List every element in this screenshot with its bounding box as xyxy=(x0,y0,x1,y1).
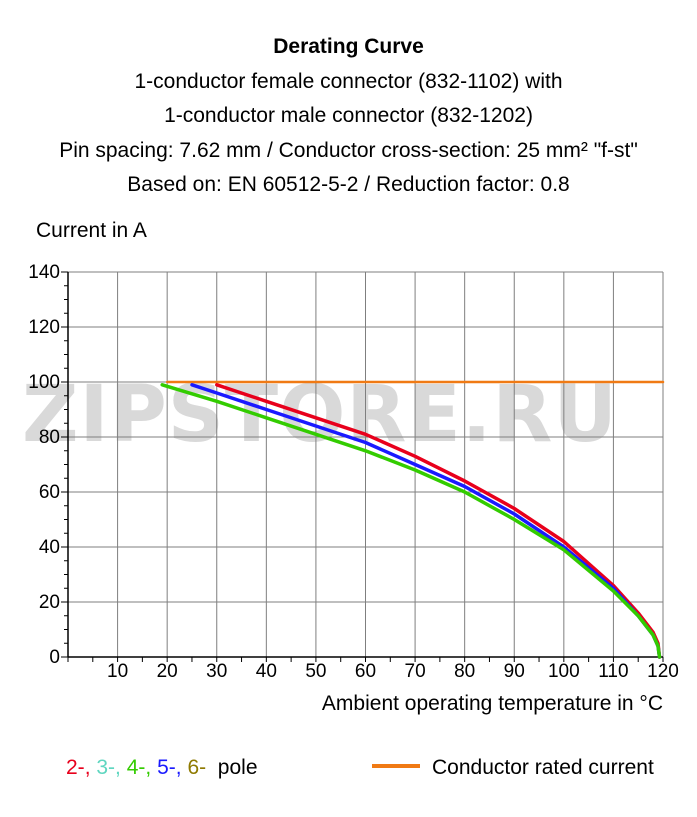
legend-separator: , xyxy=(175,756,188,779)
x-tick-label: 90 xyxy=(504,661,525,682)
chart-title: Derating Curve xyxy=(273,35,424,58)
legend-pole-3: 3- xyxy=(96,756,116,779)
x-tick-label: 110 xyxy=(598,661,628,682)
chart-grid xyxy=(68,271,664,658)
x-tick-label: 70 xyxy=(405,661,426,682)
y-tick-label: 120 xyxy=(28,317,60,338)
legend-pole-4: 4- xyxy=(126,756,146,779)
legend-separator: , xyxy=(145,756,158,779)
watermark: ZIPSTORE.RU xyxy=(22,370,618,460)
legend-pole-2: 2- xyxy=(66,756,85,779)
y-tick-label: 140 xyxy=(28,262,60,283)
y-tick-label: 40 xyxy=(39,537,60,558)
subtitle-line-1: 1-conductor female connector (832-1102) … xyxy=(134,69,563,93)
x-tick-label: 80 xyxy=(454,661,475,682)
x-tick-label: 60 xyxy=(355,661,376,682)
y-tick-label: 100 xyxy=(28,372,60,393)
x-tick-label: 40 xyxy=(256,661,277,682)
x-tick-label: 20 xyxy=(157,661,178,682)
x-tick-label: 100 xyxy=(548,661,580,682)
chart-series xyxy=(160,380,665,659)
chart-tick-labels: 10 20 30 40 50 60 70 80 90 100 110 120 0 20 40 60 80 100 1… xyxy=(28,262,679,682)
x-tick-label: 50 xyxy=(305,661,326,682)
legend-pole-suffix: pole xyxy=(217,756,258,779)
rated-current-label: Conductor rated current xyxy=(432,756,654,779)
y-tick-label: 60 xyxy=(39,482,60,503)
y-tick-label: 0 xyxy=(49,647,60,668)
legend-rated-current: Conductor rated current xyxy=(372,756,654,780)
y-tick-label: 20 xyxy=(39,592,60,613)
series-line-4 xyxy=(160,383,662,659)
chart-axes xyxy=(61,271,664,662)
legend-pole-5: 5- xyxy=(157,756,176,779)
y-tick-label: 80 xyxy=(39,427,60,448)
legend-pole-6: 6- xyxy=(187,756,207,779)
x-tick-label: 10 xyxy=(107,661,128,682)
subtitle-line-4: Based on: EN 60512-5-2 / Reduction facto… xyxy=(127,173,570,196)
subtitle-line-3: Pin spacing: 7.62 mm / Conductor cross-s… xyxy=(59,138,638,162)
legend-separator: , xyxy=(115,756,127,779)
legend-poles: 2-, 3-, 4-, 5-, 6- pole xyxy=(66,756,258,780)
x-tick-label: 30 xyxy=(206,661,227,682)
legend-separator: , xyxy=(84,756,97,779)
subtitle-line-2: 1-conductor male connector (832-1202) xyxy=(164,104,533,127)
x-tick-label: 120 xyxy=(647,661,679,682)
y-axis-label: Current in A xyxy=(36,219,147,242)
title-block: Derating Curve 1-conductor female connec… xyxy=(0,30,697,203)
x-axis-label: Ambient operating temperature in °C xyxy=(321,692,663,715)
rated-current-swatch xyxy=(372,764,420,769)
